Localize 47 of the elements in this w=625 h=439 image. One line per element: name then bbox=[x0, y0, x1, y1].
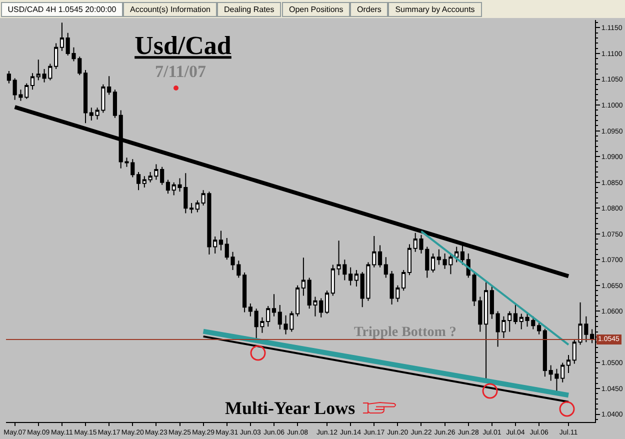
candlestick bbox=[402, 269, 406, 292]
candlestick bbox=[272, 294, 276, 317]
candlestick bbox=[83, 69, 88, 124]
text: Summary by Accounts bbox=[395, 5, 475, 14]
candlestick bbox=[136, 172, 141, 191]
candlestick bbox=[195, 200, 200, 213]
candlestick bbox=[348, 266, 353, 286]
candlestick bbox=[460, 244, 465, 266]
candlestick bbox=[189, 202, 194, 214]
candlestick bbox=[242, 272, 247, 313]
annotation: Tripple Bottom ? bbox=[354, 325, 456, 340]
candlestick bbox=[296, 284, 300, 317]
candlestick bbox=[54, 42, 58, 70]
candlestick bbox=[542, 328, 547, 378]
candlestick bbox=[490, 286, 494, 320]
candlestick bbox=[430, 252, 436, 274]
candlestick bbox=[6, 70, 11, 84]
text: Orders bbox=[356, 5, 382, 14]
candlestick bbox=[248, 302, 252, 317]
annotation: Multi-Year Lows bbox=[225, 398, 356, 418]
candlestick bbox=[112, 89, 118, 118]
text: Open Positions bbox=[288, 5, 344, 14]
candlestick bbox=[218, 230, 224, 251]
candlestick bbox=[566, 354, 571, 374]
text: USD/CAD 4H 1.0545 20:00:00 bbox=[8, 5, 117, 14]
candlestick bbox=[378, 244, 382, 268]
candlestick bbox=[142, 176, 146, 188]
candlestick bbox=[513, 304, 518, 325]
candlestick bbox=[30, 72, 35, 90]
chart-title: Usd/Cad bbox=[134, 31, 232, 60]
candlestick bbox=[324, 290, 330, 314]
candlestick bbox=[89, 107, 94, 121]
text: Account(s) Information bbox=[130, 5, 210, 14]
candlestick bbox=[484, 282, 488, 380]
candlestick bbox=[354, 269, 358, 287]
candlestick bbox=[537, 321, 542, 335]
text: Dealing Rates bbox=[224, 5, 274, 14]
text: 7/11/07 bbox=[155, 62, 207, 81]
candlestick bbox=[301, 257, 306, 296]
candlestick bbox=[107, 76, 112, 96]
candlestick bbox=[436, 248, 441, 266]
candlestick bbox=[60, 22, 64, 52]
candlestick bbox=[166, 179, 170, 194]
candlestick bbox=[160, 166, 164, 186]
candlestick bbox=[407, 244, 412, 276]
candlestick bbox=[384, 256, 388, 278]
candlestick bbox=[454, 246, 459, 263]
